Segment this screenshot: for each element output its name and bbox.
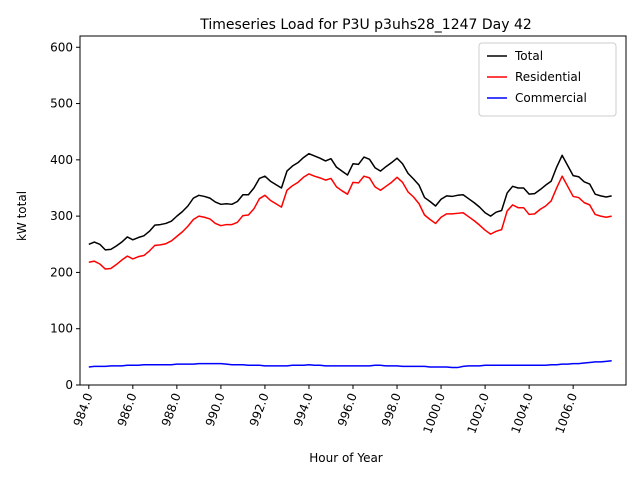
x-axis-label: Hour of Year [309, 451, 383, 465]
y-tick-label: 400 [50, 153, 73, 167]
series-layer [88, 152, 612, 369]
legend-label-residential: Residential [515, 70, 581, 84]
legend-label-total: Total [514, 49, 543, 63]
y-tick-label: 100 [50, 322, 73, 336]
y-tick-label: 600 [50, 40, 73, 54]
y-tick-label: 0 [65, 378, 73, 392]
plot-area [79, 35, 627, 386]
y-tick-label: 300 [50, 209, 73, 223]
series-line-commercial [88, 360, 612, 369]
y-tick-label: 200 [50, 265, 73, 279]
y-tick-label: 500 [50, 97, 73, 111]
series-line-total [88, 152, 612, 251]
series-line-residential [88, 173, 612, 270]
y-axis: 0 100 200 300 400 500 600 [50, 40, 80, 392]
y-axis-label: kW total [15, 191, 29, 241]
legend-label-commercial: Commercial [515, 91, 587, 105]
chart-title: Timeseries Load for P3U p3uhs28_1247 Day… [199, 17, 532, 33]
legend: Total Residential Commercial [478, 42, 617, 117]
legend-box [478, 42, 617, 117]
